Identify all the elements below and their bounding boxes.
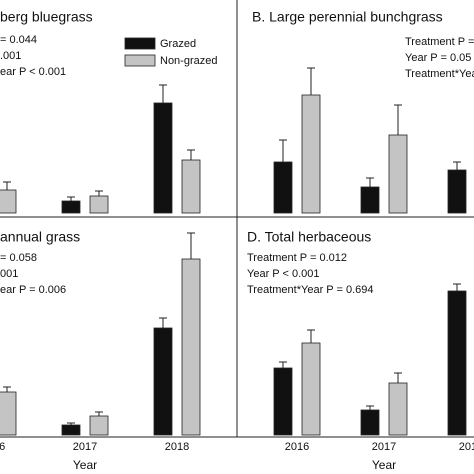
panel: D. Total herbaceous Treatment P = 0.012 Ye… <box>247 229 467 436</box>
bar <box>61 424 81 436</box>
bar <box>181 258 201 436</box>
panel-title: annual grass <box>0 229 80 245</box>
bar <box>153 327 173 436</box>
bar <box>0 189 17 214</box>
panel: annual grass = 0.058 001 ear P = 0.006 <box>0 229 201 436</box>
x-tick-label: 2018 <box>459 441 474 453</box>
panel-title: berg bluegrass <box>0 9 93 25</box>
x-tick-label: 2016 <box>285 441 309 453</box>
bar <box>273 367 293 436</box>
bar <box>360 186 380 214</box>
x-axis-label: Year <box>372 458 396 472</box>
annotation: Treatment*Year P = 0.694 <box>247 284 373 296</box>
bar <box>301 94 321 214</box>
bar <box>89 195 109 214</box>
x-axis-label: Year <box>73 458 97 472</box>
annotation: Treatment P = 0.012 <box>247 252 347 264</box>
bar <box>153 102 173 214</box>
annotation: Year P < 0.001 <box>247 268 319 280</box>
bar <box>0 391 17 436</box>
panel-title: B. Large perennial bunchgrass <box>252 9 443 25</box>
annotation: ear P = 0.006 <box>0 284 66 296</box>
bar <box>360 409 380 436</box>
panel: berg bluegrass = 0.044 .001 ear P < 0.001 Gr… <box>0 9 217 214</box>
bar <box>89 415 109 436</box>
x-tick-label: 2018 <box>165 441 189 453</box>
annotation: = 0.058 <box>0 252 37 264</box>
annotation: ear P < 0.001 <box>0 66 66 78</box>
bar <box>273 161 293 214</box>
bar <box>388 134 408 214</box>
panel: B. Large perennial bunchgrass Treatment P… <box>252 9 474 214</box>
bar <box>447 169 467 214</box>
annotation: 001 <box>0 268 18 280</box>
legend-swatch <box>124 54 156 67</box>
bar <box>447 290 467 436</box>
panel-title: D. Total herbaceous <box>247 229 371 245</box>
bar <box>301 342 321 436</box>
annotation: = 0.044 <box>0 34 37 46</box>
x-tick-label: 2017 <box>372 441 396 453</box>
annotation: .001 <box>0 50 21 62</box>
annotation: Year P = 0.05 <box>405 52 471 64</box>
annotation: Treatment*Year <box>405 68 474 80</box>
x-tick-label: 2016 <box>0 441 5 453</box>
legend-label: Grazed <box>160 38 196 50</box>
legend-label: Non-grazed <box>160 55 217 67</box>
annotation: Treatment P = <box>405 36 474 48</box>
bar <box>181 159 201 214</box>
x-tick-label: 2017 <box>73 441 97 453</box>
bar <box>61 200 81 214</box>
legend-swatch <box>124 37 156 50</box>
bar <box>388 382 408 436</box>
